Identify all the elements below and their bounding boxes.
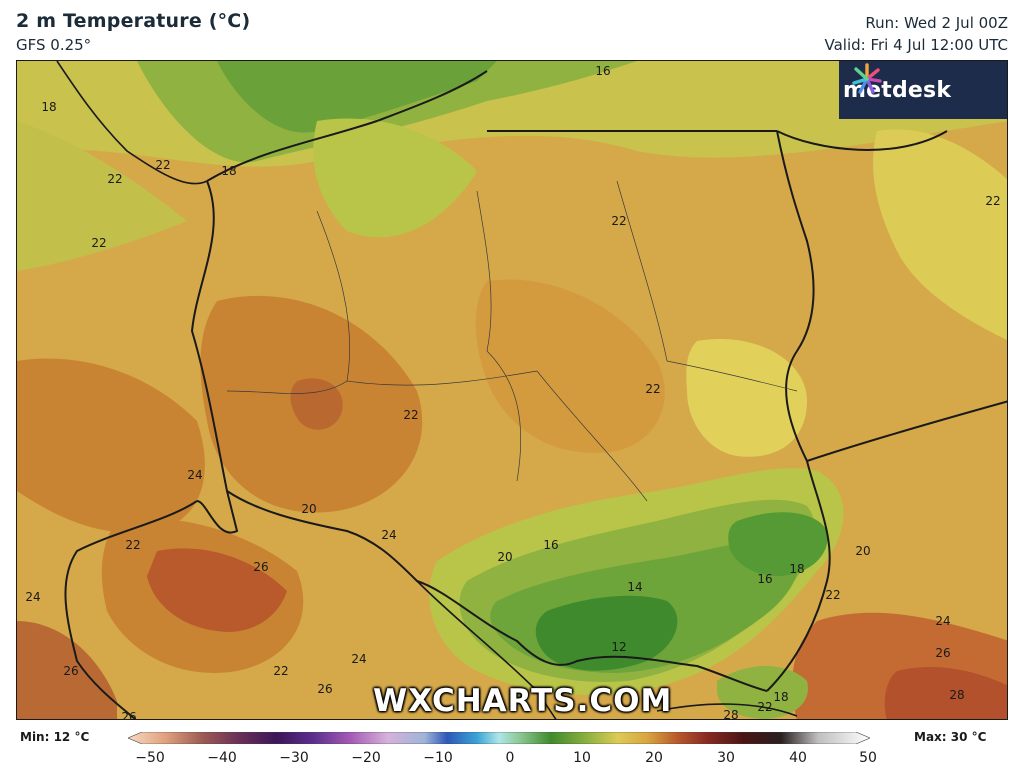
legend-tick: 0	[505, 750, 515, 766]
contour-label: 26	[935, 646, 951, 660]
contour-label: 26	[63, 664, 79, 678]
north-central-yellow	[313, 118, 477, 238]
legend-tick: −30	[279, 750, 309, 766]
contour-label: 22	[91, 236, 107, 250]
map-canvas	[17, 61, 1007, 719]
hungary-border	[656, 703, 798, 717]
west-orange	[17, 358, 205, 533]
slovakia-border	[416, 580, 557, 719]
contour-label: 18	[773, 690, 789, 704]
contour-label: 22	[611, 214, 627, 228]
legend-min: Min: 12 °C	[20, 730, 90, 744]
legend-tick: 10	[573, 750, 591, 766]
contour-label: 18	[221, 164, 237, 178]
valid-time: Valid: Fri 4 Jul 12:00 UTC	[824, 36, 1008, 54]
legend-tick: 50	[859, 750, 877, 766]
contour-label: 16	[757, 572, 773, 586]
baltic-dark-green	[217, 61, 497, 133]
chart-title: 2 m Temperature (°C)	[16, 10, 251, 32]
contour-label: 22	[273, 664, 289, 678]
contour-label: 16	[595, 64, 611, 78]
temperature-colorbar	[128, 732, 870, 744]
legend-tick: −50	[135, 750, 165, 766]
contour-label: 26	[253, 560, 269, 574]
east-central-yellow	[686, 339, 807, 457]
legend-tick: 40	[789, 750, 807, 766]
poland-west-border	[190, 180, 239, 534]
belarus-ukraine-border	[806, 400, 1007, 462]
east-cold	[728, 512, 828, 576]
czech-hot	[147, 548, 287, 632]
contour-label: 22	[107, 172, 123, 186]
east-yellow	[873, 129, 1007, 341]
legend-max: Max: 30 °C	[914, 730, 987, 744]
contour-label: 18	[41, 100, 57, 114]
contour-label: 12	[611, 640, 627, 654]
wxcharts-watermark: WXCHARTS.COM	[373, 683, 673, 719]
west-yellow	[17, 121, 187, 271]
czech-border	[64, 500, 198, 719]
temperature-map[interactable]: metdesk WXCHARTS.COM 18 16 22 22 18 22 2…	[16, 60, 1008, 720]
contour-label: 24	[187, 468, 203, 482]
contour-label: 24	[351, 652, 367, 666]
contour-label: 22	[825, 588, 841, 602]
metdesk-logo: metdesk	[839, 61, 1007, 119]
regional-borders	[226, 180, 798, 502]
contour-label: 16	[543, 538, 559, 552]
contour-label: 24	[25, 590, 41, 604]
contour-label: 22	[757, 700, 773, 714]
denmark-coast	[56, 61, 208, 185]
baltic-coast	[206, 70, 488, 182]
model-label: GFS 0.25°	[16, 36, 92, 54]
metdesk-logo-icon	[852, 63, 882, 94]
legend-tick: 30	[717, 750, 735, 766]
contour-label: 22	[645, 382, 661, 396]
contour-label: 26	[121, 710, 137, 720]
contour-label: 24	[935, 614, 951, 628]
sw-hot	[17, 621, 117, 719]
contour-label: 28	[723, 708, 739, 720]
legend-tick: 20	[645, 750, 663, 766]
legend-tick: −20	[351, 750, 381, 766]
contour-label: 18	[789, 562, 805, 576]
contour-label: 20	[301, 502, 317, 516]
legend-tick: −40	[207, 750, 237, 766]
central-orange-2	[475, 279, 665, 453]
legend-tick: −10	[423, 750, 453, 766]
se-green	[717, 666, 808, 719]
contour-label: 22	[155, 158, 171, 172]
contour-label: 20	[855, 544, 871, 558]
contour-label: 22	[125, 538, 141, 552]
contour-label: 22	[403, 408, 419, 422]
poland-east-border	[766, 130, 831, 692]
contour-label: 20	[497, 550, 513, 564]
contour-label: 28	[949, 688, 965, 702]
central-hot-spot	[290, 378, 343, 430]
lithuania-border	[776, 130, 948, 151]
contour-label: 26	[317, 682, 333, 696]
contour-label: 24	[381, 528, 397, 542]
poland-south-border	[226, 490, 768, 692]
run-time: Run: Wed 2 Jul 00Z	[865, 14, 1008, 32]
contour-label: 22	[985, 194, 1001, 208]
contour-label: 14	[627, 580, 643, 594]
tatra-cold	[535, 595, 678, 671]
se-hottest	[884, 666, 1007, 719]
